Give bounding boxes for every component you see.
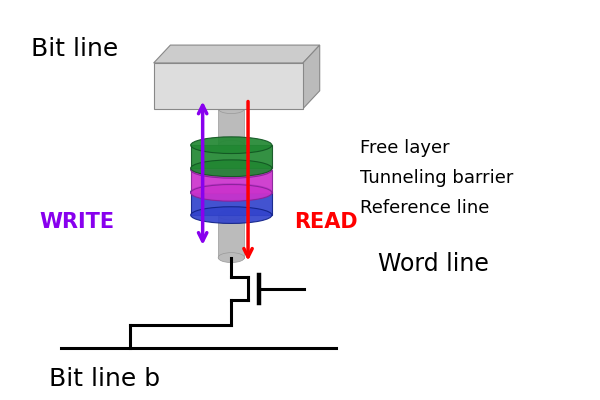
Bar (154, 63, 303, 109)
Ellipse shape (191, 137, 272, 154)
Polygon shape (154, 45, 320, 63)
Text: Tunneling barrier: Tunneling barrier (360, 169, 513, 187)
Bar (191, 192, 272, 215)
Text: Free layer: Free layer (360, 139, 449, 157)
Bar (191, 145, 272, 168)
Ellipse shape (191, 184, 272, 200)
Bar (218, 109, 244, 145)
Ellipse shape (191, 160, 272, 176)
Bar (191, 170, 272, 193)
Text: READ: READ (294, 212, 358, 232)
Text: Word line: Word line (377, 252, 488, 276)
Ellipse shape (218, 104, 244, 114)
Ellipse shape (218, 210, 244, 220)
Ellipse shape (191, 162, 272, 178)
Text: WRITE: WRITE (40, 212, 115, 232)
Text: Bit line: Bit line (31, 37, 119, 61)
Text: Bit line b: Bit line b (49, 367, 160, 391)
Ellipse shape (218, 253, 244, 262)
Polygon shape (303, 45, 320, 109)
Ellipse shape (191, 207, 272, 224)
Bar (218, 215, 244, 258)
Ellipse shape (191, 184, 272, 201)
Ellipse shape (218, 140, 244, 150)
Text: Reference line: Reference line (360, 199, 489, 217)
